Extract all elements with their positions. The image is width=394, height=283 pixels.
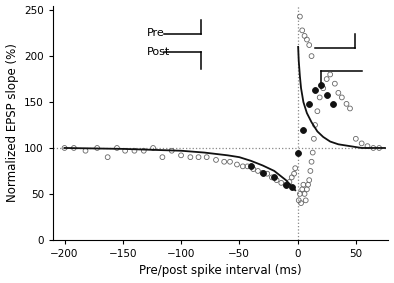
Point	[278, 181, 284, 185]
Point	[150, 146, 156, 150]
X-axis label: Pre/post spike interval (ms): Pre/post spike interval (ms)	[139, 264, 302, 277]
Point	[227, 160, 233, 164]
Point	[178, 153, 184, 158]
Point	[291, 171, 297, 176]
Point	[335, 91, 342, 95]
Point	[300, 183, 307, 187]
Point	[271, 175, 277, 180]
Point	[283, 183, 289, 187]
Point	[376, 146, 382, 150]
Point	[353, 136, 359, 141]
Point	[299, 28, 305, 33]
Point	[131, 149, 138, 153]
Point	[318, 83, 324, 88]
Point	[264, 171, 270, 176]
Point	[364, 144, 371, 148]
Point	[311, 136, 317, 141]
Point	[316, 95, 323, 100]
Point	[248, 164, 254, 169]
Point	[269, 175, 275, 180]
Point	[329, 102, 336, 106]
Point	[122, 149, 128, 153]
Point	[298, 201, 304, 205]
Point	[82, 149, 89, 153]
Point	[304, 187, 310, 192]
Point	[288, 185, 295, 190]
Point	[306, 43, 312, 47]
Point	[71, 146, 77, 150]
Point	[250, 167, 256, 171]
Point	[309, 160, 315, 164]
Point	[292, 166, 298, 170]
Point	[305, 183, 311, 187]
Point	[204, 155, 210, 159]
Point	[304, 37, 310, 42]
Point	[94, 146, 100, 150]
Point	[301, 34, 308, 38]
Point	[306, 178, 312, 183]
Point	[347, 106, 353, 111]
Point	[195, 155, 202, 159]
Point	[288, 175, 295, 180]
Point	[260, 171, 266, 175]
Point	[104, 155, 111, 159]
Point	[306, 102, 312, 106]
Y-axis label: Normalized EPSP slope (%): Normalized EPSP slope (%)	[6, 43, 19, 202]
Point	[323, 77, 330, 81]
Point	[283, 183, 289, 187]
Point	[61, 146, 68, 150]
Point	[141, 149, 147, 153]
Point	[299, 187, 305, 192]
Point	[300, 127, 307, 132]
Point	[301, 192, 308, 196]
Point	[240, 164, 246, 169]
Point	[294, 150, 301, 155]
Point	[273, 178, 280, 183]
Point	[309, 54, 315, 58]
Text: Post: Post	[147, 48, 170, 57]
Point	[159, 155, 165, 159]
Point	[297, 14, 303, 19]
Point	[286, 180, 293, 184]
Point	[169, 149, 175, 153]
Point	[310, 150, 316, 155]
Text: Pre: Pre	[147, 27, 165, 38]
Point	[303, 198, 309, 203]
Point	[297, 192, 303, 196]
Point	[312, 88, 318, 92]
Point	[114, 146, 120, 150]
Point	[307, 169, 314, 173]
Point	[296, 198, 302, 203]
Point	[370, 146, 376, 150]
Point	[314, 109, 321, 113]
Point	[187, 155, 193, 159]
Point	[339, 95, 345, 100]
Point	[320, 86, 326, 91]
Point	[327, 72, 333, 77]
Point	[221, 160, 227, 164]
Point	[255, 169, 261, 173]
Point	[359, 141, 365, 146]
Point	[343, 102, 349, 106]
Point	[332, 82, 338, 86]
Point	[323, 93, 330, 97]
Point	[213, 158, 219, 162]
Point	[312, 123, 318, 127]
Point	[244, 164, 251, 169]
Point	[234, 162, 240, 167]
Point	[260, 171, 266, 175]
